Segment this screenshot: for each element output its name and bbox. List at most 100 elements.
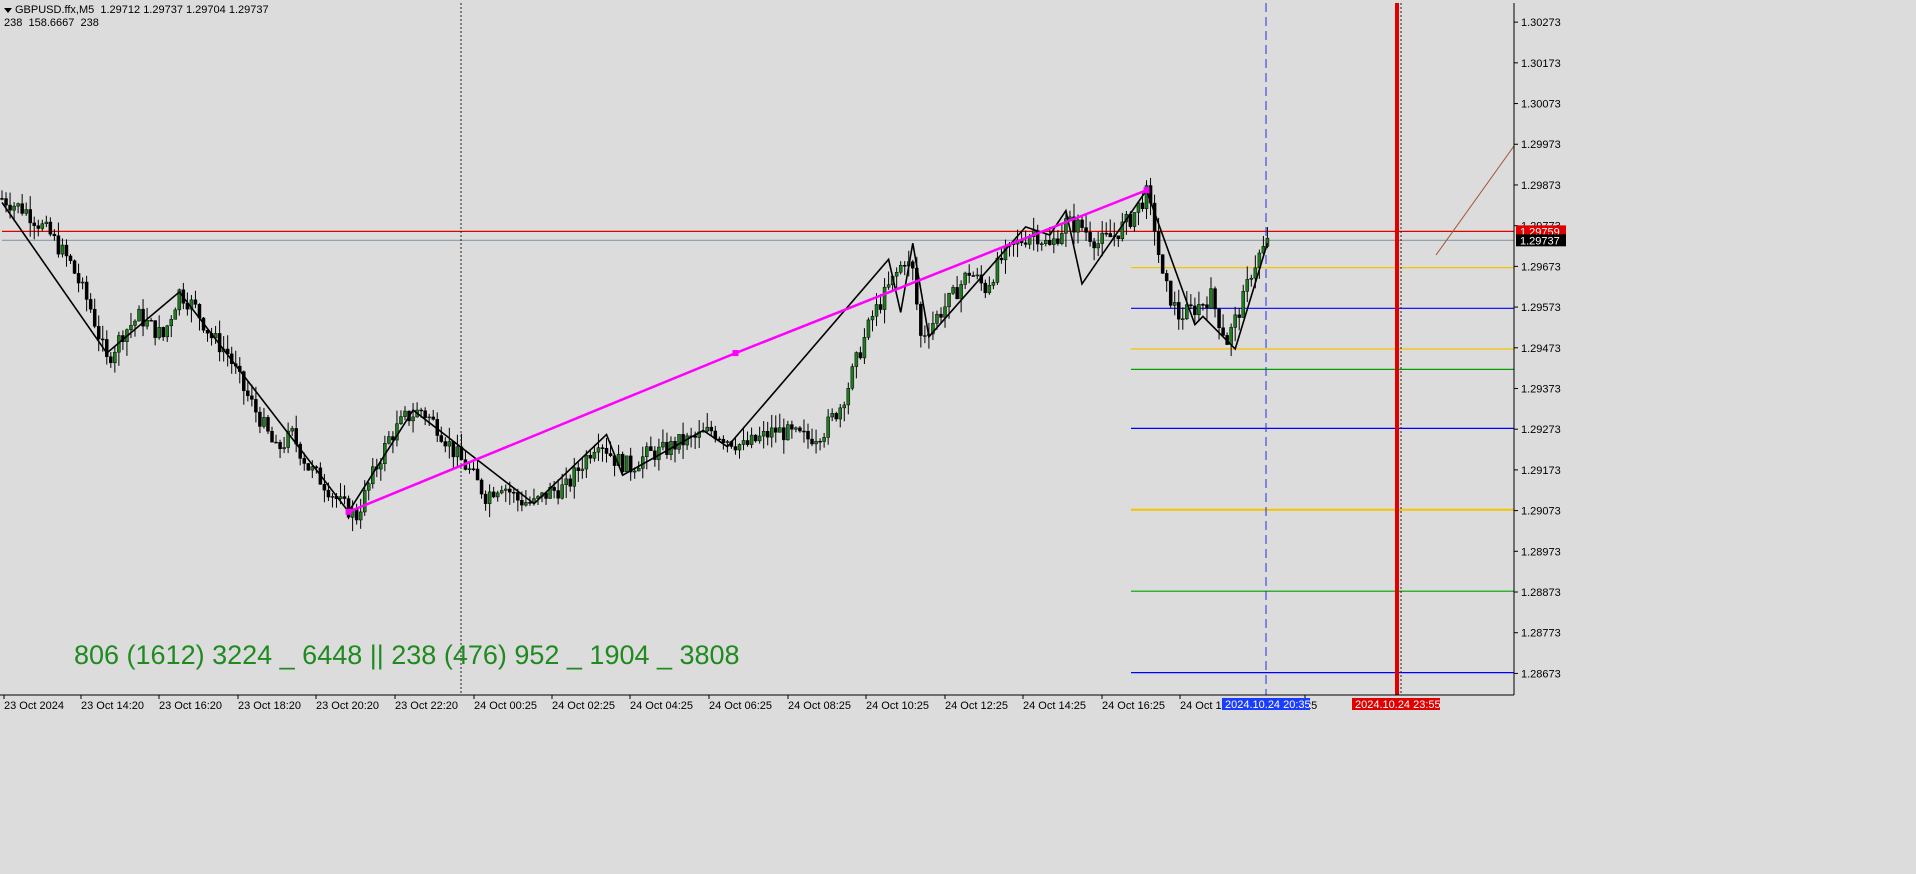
bear-candle [1156,231,1161,255]
bear-candle [1116,235,1121,239]
bull-candle [826,416,830,438]
time-tick-label: 24 Oct 02:25 [552,700,615,712]
bear-candle [512,491,516,494]
bear-candle [528,502,532,504]
bull-candle [959,284,963,300]
bull-candle [495,492,500,498]
bear-candle [161,327,165,338]
bear-candle [439,435,444,442]
price-tick-label: 1.30073 [1521,99,1561,111]
bull-candle [499,490,504,494]
collapse-triangle-icon[interactable] [4,7,12,13]
bear-candle [141,308,145,327]
bear-candle [8,204,12,211]
bear-candle [520,500,524,506]
bull-candle [874,304,879,317]
bull-candle [931,323,935,335]
bull-candle [725,441,730,443]
bear-candle [1088,232,1092,242]
bear-candle [1072,216,1076,233]
bull-candle [705,426,709,432]
bear-candle [665,441,669,455]
bull-candle [1120,221,1125,239]
bear-candle [302,458,306,464]
bear-candle [4,198,8,206]
bull-candle [632,470,637,473]
fib-annotation-text: 806 (1612) 3224 _ 6448 || 238 (476) 952 … [74,640,740,670]
bull-candle [862,337,867,359]
bull-candle [133,320,137,326]
bull-candle [60,244,65,255]
bear-candle [967,272,971,276]
time-tick-label: 24 Oct 10:25 [866,700,929,712]
bear-candle [1092,241,1096,249]
zigzag-line [1,188,1269,514]
bull-candle [362,489,367,513]
bear-candle [620,453,625,473]
bull-candle [596,447,601,453]
bear-candle [765,430,770,438]
bull-candle [624,455,629,473]
bull-candle [177,289,182,311]
bear-candle [48,221,53,235]
bull-candle [1060,233,1064,244]
bear-candle [782,427,786,441]
bear-candle [28,209,32,224]
bid-price-badge-bg [1516,234,1566,247]
bull-candle [487,491,492,504]
bull-candle [894,271,899,277]
time-tick-label: 23 Oct 2024 [4,700,64,712]
trendline-anchor-point[interactable] [345,508,352,515]
bull-candle [923,335,927,337]
bull-candle [870,316,875,321]
bull-candle [995,257,1000,283]
magenta-trendline[interactable] [348,189,1147,513]
bear-candle [1201,304,1205,306]
brown-trendline[interactable] [1435,145,1515,256]
bear-candle [568,478,572,487]
bull-candle [80,281,85,284]
bull-candle [387,436,391,444]
bull-candle [975,274,980,277]
bull-candle [842,404,847,409]
bull-candle [262,417,266,427]
bull-candle [1181,318,1185,321]
bear-candle [193,299,198,305]
time-tick-label: 23 Oct 14:20 [81,700,144,712]
bull-candle [524,502,528,506]
price-tick-label: 1.29973 [1521,139,1561,151]
bull-candle [564,478,568,485]
bull-candle [987,285,992,294]
time-tick-label: 23 Oct 20:20 [316,700,379,712]
bear-candle [72,260,77,274]
bull-candle [661,441,665,448]
bear-candle [790,424,794,430]
bear-candle [681,434,685,446]
price-tick-label: 1.29273 [1521,424,1561,436]
bear-candle [628,455,633,473]
bear-candle [149,320,153,322]
bear-candle [419,409,423,412]
trendline-anchor-point[interactable] [732,350,739,357]
indicator-values: 238 158.6667 238 [4,17,99,29]
bull-candle [1076,219,1080,233]
bull-candle [1132,212,1137,227]
bear-candle [721,438,726,443]
time-tick-label: 23 Oct 18:20 [238,700,301,712]
bear-candle [798,427,802,432]
bear-candle [242,371,246,392]
bear-candle [1177,302,1181,320]
bear-candle [254,399,258,413]
bear-candle [983,282,988,294]
price-tick-label: 1.29173 [1521,465,1561,477]
bear-candle [64,244,69,257]
bear-candle [552,487,556,491]
bear-candle [342,496,347,499]
bear-candle [52,233,57,236]
bull-candle [1068,216,1072,219]
bull-candle [1253,267,1258,279]
bull-candle [866,319,871,338]
trendline-anchor-point[interactable] [1143,187,1150,194]
